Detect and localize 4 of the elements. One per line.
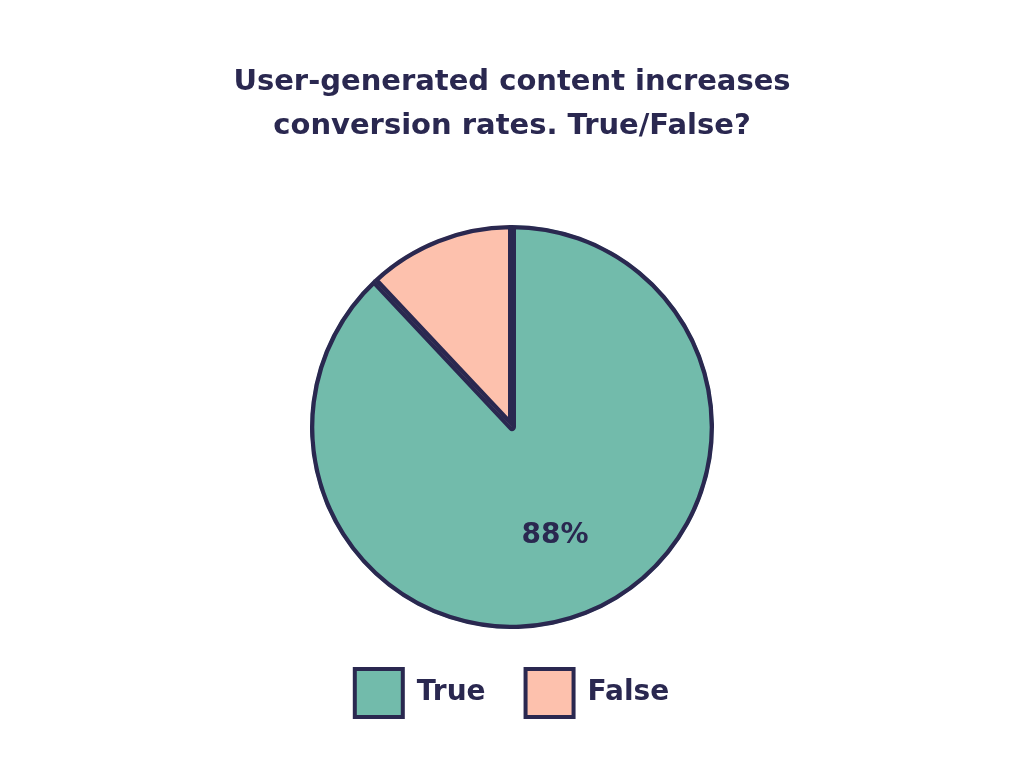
data-label: 88% bbox=[521, 517, 589, 551]
chart-title: User-generated content increases conversion rates. True/False? bbox=[232, 62, 792, 143]
legend-label: False bbox=[587, 674, 670, 708]
legend-label: True bbox=[416, 674, 486, 708]
